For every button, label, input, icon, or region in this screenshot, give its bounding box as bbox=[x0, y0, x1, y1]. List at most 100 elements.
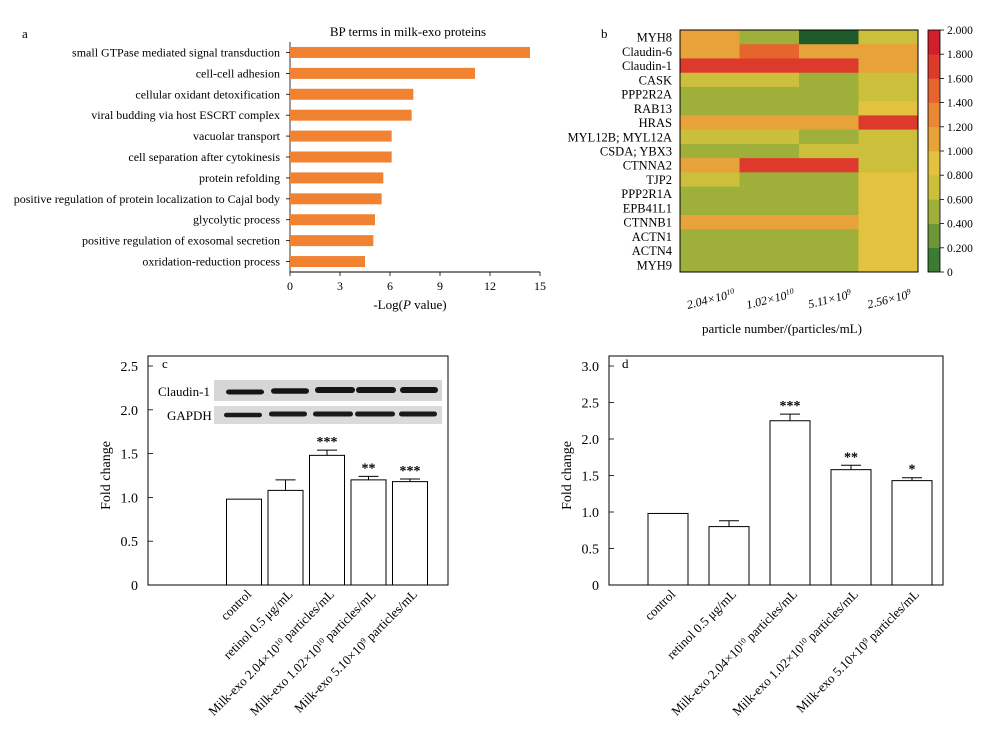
heatmap-cell bbox=[680, 229, 740, 244]
heatmap-cell bbox=[739, 158, 800, 173]
bp-term-bar bbox=[290, 172, 384, 184]
colorbar-segment bbox=[928, 54, 940, 79]
heatmap-cell bbox=[858, 30, 919, 45]
bp-term-label: cellular oxidant detoxification bbox=[135, 87, 280, 101]
heatmap-cell bbox=[739, 215, 800, 230]
heatmap-cell bbox=[739, 186, 800, 202]
heatmap-cell bbox=[739, 229, 800, 244]
heatmap-cell bbox=[680, 172, 740, 187]
y-axis-label: Fold change bbox=[560, 441, 575, 510]
colorbar-tick-label: 1.000 bbox=[947, 146, 973, 158]
colorbar-tick-label: 1.400 bbox=[947, 98, 973, 110]
heatmap-cell bbox=[680, 243, 740, 259]
bp-term-label: small GTPase mediated signal transductio… bbox=[72, 45, 280, 59]
fold-change-bar bbox=[647, 512, 689, 586]
heatmap-row-label: HRAS bbox=[639, 116, 672, 130]
colorbar-tick-label: 0.800 bbox=[947, 170, 973, 182]
significance-marker: *** bbox=[780, 399, 801, 414]
heatmap-cell bbox=[739, 143, 800, 159]
heatmap-cell bbox=[799, 58, 859, 74]
y-tick-label: 2.5 bbox=[582, 397, 600, 412]
heatmap-row-label: EPB41L1 bbox=[623, 201, 672, 215]
x-tick-label: 15 bbox=[534, 279, 546, 293]
colorbar-segment bbox=[928, 78, 940, 103]
heatmap-cell bbox=[680, 86, 740, 102]
colorbar-tick-label: 1.800 bbox=[947, 49, 973, 61]
heatmap-cell bbox=[799, 215, 859, 230]
bp-term-bar bbox=[290, 88, 414, 100]
panel-c: c Claudin-1 GAPDH 0 0.5 1.0 1.5 2.0 2.5 Fold ch… bbox=[99, 355, 449, 719]
bp-term-bar bbox=[290, 151, 392, 163]
fold-change-bar bbox=[830, 469, 872, 586]
y-tick-label: 1.5 bbox=[582, 470, 600, 485]
fold-change-bar bbox=[267, 489, 304, 586]
heatmap-cell bbox=[680, 215, 740, 230]
heatmap-cell bbox=[739, 243, 800, 259]
heatmap-cell bbox=[680, 129, 740, 145]
heatmap-cell bbox=[858, 72, 919, 88]
heatmap-row-label: CASK bbox=[639, 73, 672, 87]
fold-change-bar bbox=[226, 498, 262, 586]
claudin-1-band bbox=[271, 388, 309, 394]
heatmap-cell bbox=[739, 101, 800, 116]
significance-marker: ** bbox=[362, 461, 376, 476]
heatmap-cell bbox=[799, 44, 859, 59]
heatmap-row-label: Claudin-6 bbox=[622, 45, 672, 59]
colorbar-tick-label: 1.200 bbox=[947, 122, 973, 134]
colorbar-tick-label: 0.600 bbox=[947, 194, 973, 206]
bp-term-label: oxridation-reduction process bbox=[142, 255, 280, 269]
panel-a-x-axis-label: -Log(P value) bbox=[373, 297, 446, 312]
heatmap-row-label: PPP2R2A bbox=[621, 88, 672, 102]
bp-term-label: glycolytic process bbox=[193, 213, 280, 227]
heatmap-row-label: CTNNA2 bbox=[623, 159, 672, 173]
y-tick-label: 0.5 bbox=[582, 543, 600, 558]
colorbar-segment bbox=[928, 223, 940, 249]
heatmap-row-label: Claudin-1 bbox=[622, 59, 672, 73]
y-tick-label: 1.0 bbox=[582, 506, 600, 521]
colorbar-segment bbox=[928, 102, 940, 128]
heatmap-cell bbox=[799, 101, 859, 116]
fold-change-bar bbox=[769, 420, 811, 586]
bp-term-bar bbox=[290, 214, 375, 226]
heatmap-cell bbox=[858, 58, 919, 74]
significance-marker: * bbox=[909, 463, 916, 478]
colorbar-segment bbox=[928, 126, 940, 152]
y-axis-label: Fold change bbox=[99, 441, 114, 510]
fold-change-bar bbox=[392, 481, 428, 586]
heatmap-cell bbox=[799, 115, 859, 130]
heatmap-cell bbox=[799, 200, 859, 216]
y-tick-label: 0.5 bbox=[121, 535, 139, 550]
bp-term-bar bbox=[290, 46, 530, 58]
colorbar-segment bbox=[928, 30, 940, 55]
x-tick-label: 6 bbox=[387, 279, 393, 293]
x-tick-label: 9 bbox=[437, 279, 443, 293]
y-tick-label: 2.0 bbox=[121, 404, 139, 419]
heatmap-cell bbox=[858, 101, 919, 116]
panel-a-letter: a bbox=[22, 26, 28, 41]
category-label: Milk-exo 1.02×1010 particles/mL bbox=[729, 586, 861, 718]
heatmap-cell bbox=[858, 158, 919, 173]
heatmap-row-label: MYH9 bbox=[637, 258, 672, 272]
heatmap-row-label: ACTN4 bbox=[632, 244, 673, 258]
panel-b-letter: b bbox=[601, 26, 608, 41]
bp-term-label: protein refolding bbox=[199, 171, 280, 185]
y-tick-label: 1.0 bbox=[121, 491, 139, 506]
heatmap-cell bbox=[799, 243, 859, 259]
claudin-1-band bbox=[315, 387, 355, 393]
heatmap-cell bbox=[739, 115, 800, 130]
heatmap-row-label: CTNNB1 bbox=[623, 216, 672, 230]
heatmap-cell bbox=[680, 158, 740, 173]
heatmap-cell bbox=[680, 30, 740, 45]
bp-term-label: positive regulation of exosomal secretio… bbox=[82, 234, 280, 248]
heatmap-cell bbox=[799, 30, 859, 45]
category-label: Milk-exo 2.04×1010 particles/mL bbox=[668, 586, 800, 718]
colorbar-segment bbox=[928, 199, 940, 224]
heatmap-cell bbox=[680, 143, 740, 159]
heatmap-row-label: CSDA; YBX3 bbox=[600, 145, 672, 159]
claudin-1-band bbox=[400, 387, 438, 393]
heatmap-cell bbox=[858, 243, 919, 259]
heatmap-cell bbox=[739, 200, 800, 216]
panel-a: a BP terms in milk-exo proteins small GT… bbox=[14, 24, 546, 312]
y-tick-label: 3.0 bbox=[582, 360, 600, 375]
